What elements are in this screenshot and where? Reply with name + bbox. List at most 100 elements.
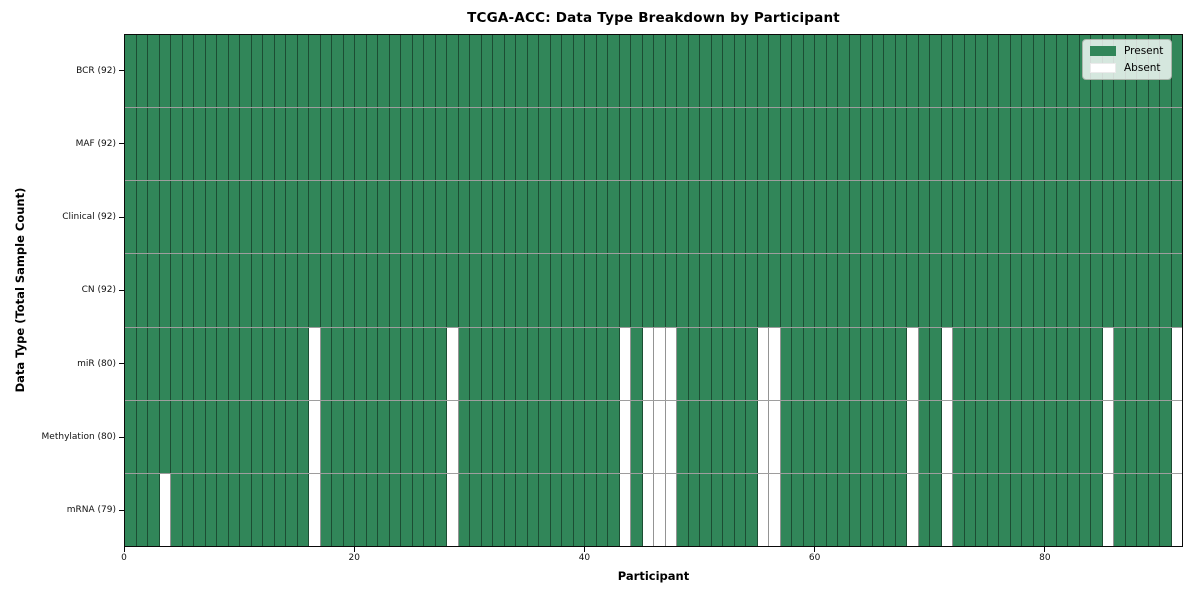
heatmap-cell xyxy=(1033,400,1045,473)
heatmap-cell xyxy=(1033,35,1045,108)
heatmap-cell xyxy=(389,35,401,108)
heatmap-cell xyxy=(1068,400,1080,473)
y-tick: mRNA (79) xyxy=(0,474,124,547)
heatmap-cell xyxy=(550,327,562,400)
heatmap-cell xyxy=(1114,108,1126,181)
legend-label-absent: Absent xyxy=(1124,62,1161,74)
y-tick: miR (80) xyxy=(0,327,124,400)
heatmap-cell xyxy=(550,108,562,181)
heatmap-cell xyxy=(493,35,505,108)
heatmap-cell xyxy=(274,35,286,108)
heatmap-cell xyxy=(309,181,321,254)
heatmap-cell xyxy=(619,108,631,181)
heatmap-cell xyxy=(171,327,183,400)
heatmap-cell xyxy=(953,108,965,181)
heatmap-cell xyxy=(642,108,654,181)
heatmap-cell xyxy=(481,254,493,327)
y-tick: Methylation (80) xyxy=(0,400,124,473)
heatmap-cell xyxy=(1010,473,1022,546)
heatmap-cell xyxy=(320,254,332,327)
heatmap-cell xyxy=(803,254,815,327)
x-tick-label: 40 xyxy=(578,553,591,563)
heatmap-cell xyxy=(332,254,344,327)
heatmap-cell xyxy=(826,473,838,546)
heatmap-cell xyxy=(194,108,206,181)
y-tick: CN (92) xyxy=(0,254,124,327)
heatmap-cell xyxy=(734,254,746,327)
heatmap-cell xyxy=(642,254,654,327)
heatmap-cell xyxy=(136,108,148,181)
heatmap-cell xyxy=(941,254,953,327)
heatmap-cell xyxy=(780,327,792,400)
heatmap-cell xyxy=(573,400,585,473)
heatmap-cell xyxy=(493,108,505,181)
heatmap-cell xyxy=(458,400,470,473)
heatmap-cell xyxy=(1102,327,1114,400)
heatmap-cell xyxy=(539,254,551,327)
heatmap-cell xyxy=(493,327,505,400)
heatmap-cell xyxy=(987,254,999,327)
heatmap-cell xyxy=(447,181,459,254)
heatmap-cell xyxy=(1137,327,1149,400)
heatmap-cell xyxy=(481,108,493,181)
heatmap-cell xyxy=(504,473,516,546)
heatmap-cell xyxy=(734,473,746,546)
heatmap-cell xyxy=(941,35,953,108)
heatmap-cell xyxy=(999,473,1011,546)
x-tick-label: 20 xyxy=(348,553,360,563)
heatmap-cell xyxy=(688,181,700,254)
heatmap-cell xyxy=(309,400,321,473)
heatmap-cell xyxy=(826,35,838,108)
heatmap-cell xyxy=(723,400,735,473)
heatmap-row-bcr xyxy=(125,35,1182,109)
heatmap-cell xyxy=(631,35,643,108)
heatmap-cell xyxy=(527,181,539,254)
heatmap-cell xyxy=(1137,473,1149,546)
heatmap-cell xyxy=(711,254,723,327)
heatmap-cell xyxy=(596,473,608,546)
heatmap-cell xyxy=(240,108,252,181)
heatmap-cell xyxy=(136,181,148,254)
heatmap-cell xyxy=(274,473,286,546)
heatmap-cell xyxy=(159,400,171,473)
heatmap-cell xyxy=(378,254,390,327)
heatmap-cell xyxy=(1056,35,1068,108)
heatmap-cell xyxy=(1022,181,1034,254)
heatmap-cell xyxy=(125,400,137,473)
heatmap-cell xyxy=(700,327,712,400)
heatmap-cell xyxy=(1137,108,1149,181)
heatmap-cell xyxy=(458,181,470,254)
heatmap-cell xyxy=(918,35,930,108)
heatmap-cell xyxy=(516,181,528,254)
heatmap-cell xyxy=(263,327,275,400)
heatmap-cell xyxy=(608,473,620,546)
heatmap-cell xyxy=(286,473,298,546)
heatmap-cell xyxy=(838,327,850,400)
heatmap-cell xyxy=(1079,473,1091,546)
heatmap-cell xyxy=(343,400,355,473)
heatmap-cell xyxy=(343,473,355,546)
heatmap-cell xyxy=(746,254,758,327)
heatmap-cell xyxy=(918,181,930,254)
heatmap-cell xyxy=(757,400,769,473)
heatmap-cell xyxy=(228,473,240,546)
heatmap-cell xyxy=(125,108,137,181)
heatmap-cell xyxy=(780,254,792,327)
heatmap-cell xyxy=(263,400,275,473)
heatmap-cell xyxy=(332,473,344,546)
heatmap-cell xyxy=(194,327,206,400)
heatmap-cell xyxy=(470,108,482,181)
heatmap-cell xyxy=(1033,327,1045,400)
heatmap-cell xyxy=(171,35,183,108)
heatmap-cell xyxy=(297,327,309,400)
heatmap-cell xyxy=(1056,327,1068,400)
heatmap-cell xyxy=(447,400,459,473)
heatmap-cell xyxy=(677,254,689,327)
heatmap-cell xyxy=(861,473,873,546)
heatmap-cell xyxy=(320,473,332,546)
heatmap-cell xyxy=(550,400,562,473)
heatmap-cell xyxy=(757,254,769,327)
heatmap-cell xyxy=(171,254,183,327)
y-tick: Clinical (92) xyxy=(0,181,124,254)
heatmap-cell xyxy=(987,108,999,181)
